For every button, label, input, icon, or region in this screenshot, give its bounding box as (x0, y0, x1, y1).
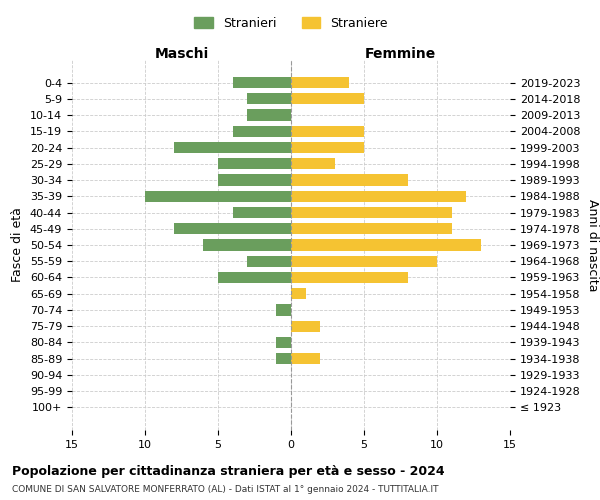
Bar (277, 304, 291, 316)
Bar (233, 126, 291, 137)
Text: Femmine: Femmine (365, 48, 436, 62)
Bar (291, 240, 481, 250)
Bar (247, 93, 291, 104)
Bar (291, 256, 437, 267)
Bar (291, 174, 408, 186)
Bar (291, 320, 320, 332)
Bar (277, 353, 291, 364)
Text: COMUNE DI SAN SALVATORE MONFERRATO (AL) - Dati ISTAT al 1° gennaio 2024 - TUTTIT: COMUNE DI SAN SALVATORE MONFERRATO (AL) … (12, 485, 439, 494)
Text: Popolazione per cittadinanza straniera per età e sesso - 2024: Popolazione per cittadinanza straniera p… (12, 465, 445, 478)
Bar (233, 207, 291, 218)
Text: Maschi: Maschi (154, 48, 209, 62)
Bar (291, 77, 349, 88)
Bar (291, 272, 408, 283)
Bar (291, 93, 364, 104)
Bar (291, 223, 452, 234)
Legend: Stranieri, Straniere: Stranieri, Straniere (189, 12, 393, 35)
Bar (291, 207, 452, 218)
Bar (218, 158, 291, 170)
Bar (233, 77, 291, 88)
Bar (174, 142, 291, 153)
Y-axis label: Anni di nascita: Anni di nascita (586, 198, 599, 291)
Bar (277, 337, 291, 348)
Bar (218, 272, 291, 283)
Bar (174, 223, 291, 234)
Bar (291, 353, 320, 364)
Bar (247, 256, 291, 267)
Bar (291, 190, 466, 202)
Bar (291, 126, 364, 137)
Bar (291, 288, 305, 300)
Bar (218, 174, 291, 186)
Bar (145, 190, 291, 202)
Y-axis label: Fasce di età: Fasce di età (11, 208, 25, 282)
Bar (291, 158, 335, 170)
Bar (291, 142, 364, 153)
Bar (247, 110, 291, 120)
Bar (203, 240, 291, 250)
